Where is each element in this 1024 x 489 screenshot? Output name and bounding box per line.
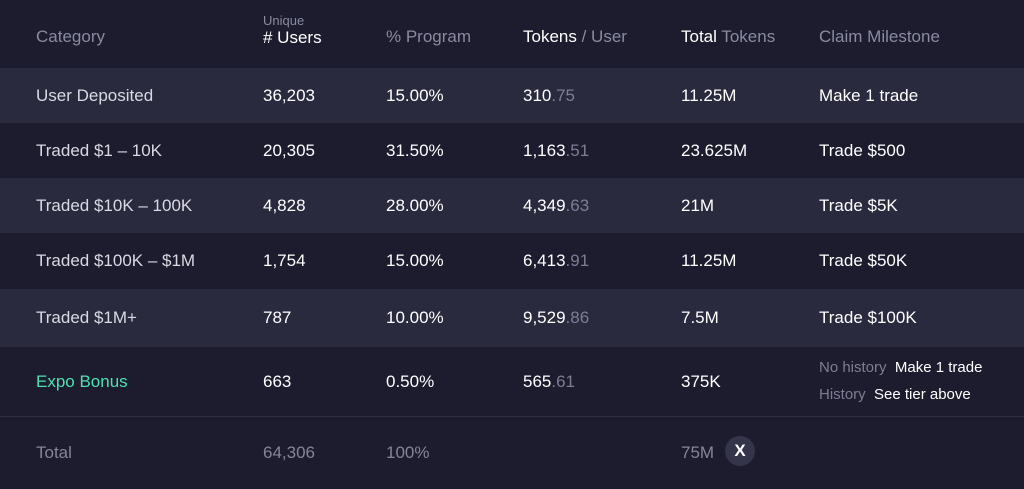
row-tokens-per-user: 565.61 — [523, 371, 576, 391]
x-logo-icon: X — [725, 436, 755, 466]
header-category: Category — [36, 27, 105, 46]
row-program: 15.00% — [386, 85, 444, 105]
row-milestone: Trade $100K — [819, 308, 917, 327]
row-program: 15.00% — [386, 251, 444, 270]
header-total-tokens: Total Tokens — [681, 27, 776, 46]
row-milestone: Trade $500 — [819, 140, 906, 160]
row-total: 7.5M — [681, 308, 719, 327]
row-tokens-per-user: 310.75 — [523, 85, 576, 105]
row-category: Traded $1 – 10K — [36, 140, 163, 160]
header-users: Unique # Users — [263, 13, 322, 48]
row-total: 21M — [681, 195, 715, 215]
header-users-main: # Users — [263, 28, 322, 47]
row-total: 23.625M — [681, 140, 748, 160]
header-program: % Program — [386, 27, 472, 46]
row-total: 11.25M — [681, 85, 737, 105]
row-users: 36,203 — [263, 85, 315, 105]
header-users-sub: Unique — [263, 13, 305, 28]
total-tokens: 75M — [681, 443, 715, 462]
total-program: 100% — [386, 443, 430, 462]
header-tokens-per-user: Tokens / User — [523, 27, 627, 46]
row-milestone: Make 1 trade — [819, 85, 919, 105]
total-users: 64,306 — [263, 443, 315, 462]
row-tokens-per-user: 4,349.63 — [523, 195, 590, 215]
row-users: 20,305 — [263, 140, 315, 160]
row-program: 28.00% — [386, 195, 444, 215]
milestone-no-history: No history Make 1 trade — [819, 359, 983, 376]
row-total: 375K — [681, 371, 721, 391]
table-row: Traded $10K – 100K 4,828 28.00% 4,349.63… — [0, 178, 1024, 233]
row-milestone: Trade $50K — [819, 251, 908, 270]
row-program: 10.00% — [386, 308, 444, 327]
row-tokens-per-user: 9,529.86 — [523, 308, 590, 327]
row-category: Expo Bonus — [36, 371, 128, 391]
table-row: Traded $1M+ 787 10.00% 9,529.86 7.5M Tra… — [0, 289, 1024, 347]
row-milestone: Trade $5K — [819, 195, 898, 215]
table-row-bonus: Expo Bonus 663 0.50% 565.61 375K No hist… — [0, 347, 1024, 416]
table-total-row: Total 64,306 100% 75M — [0, 417, 1024, 489]
table-row: User Deposited 36,203 15.00% 310.75 11.2… — [0, 68, 1024, 123]
total-label: Total — [36, 443, 72, 462]
row-total: 11.25M — [681, 251, 737, 270]
table-row: Traded $100K – $1M 1,754 15.00% 6,413.91… — [0, 233, 1024, 289]
row-tokens-per-user: 6,413.91 — [523, 251, 590, 270]
table-header: Category Unique # Users % Program Tokens… — [0, 0, 1024, 68]
divider — [0, 416, 1024, 417]
table-row: Traded $1 – 10K 20,305 31.50% 1,163.51 2… — [0, 123, 1024, 178]
row-users: 787 — [263, 308, 292, 327]
row-users: 663 — [263, 371, 292, 391]
row-program: 31.50% — [386, 140, 444, 160]
row-category: Traded $1M+ — [36, 308, 137, 327]
row-users: 1,754 — [263, 251, 306, 270]
header-milestone: Claim Milestone — [819, 27, 940, 46]
row-users: 4,828 — [263, 195, 306, 215]
row-tokens-per-user: 1,163.51 — [523, 140, 590, 160]
row-category: Traded $10K – 100K — [36, 195, 193, 215]
row-category: User Deposited — [36, 85, 154, 105]
row-program: 0.50% — [386, 371, 435, 391]
milestone-history: History See tier above — [819, 386, 971, 403]
row-category: Traded $100K – $1M — [36, 251, 196, 270]
